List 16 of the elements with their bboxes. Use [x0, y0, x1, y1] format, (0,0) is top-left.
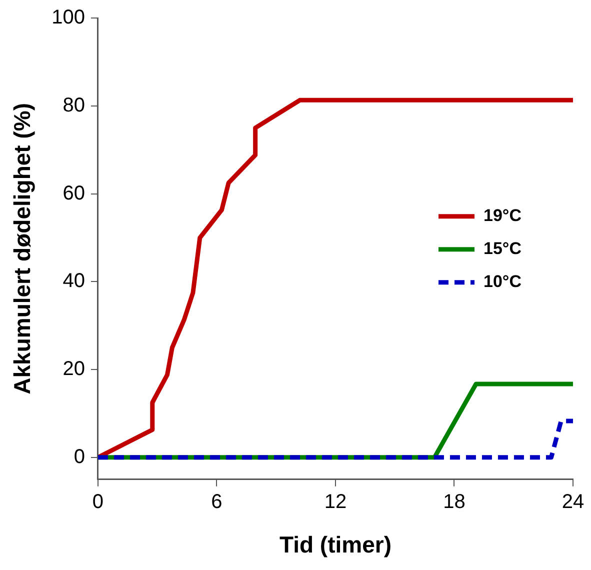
y-tick-label: 20: [62, 358, 85, 380]
x-tick-label: 6: [211, 490, 222, 513]
y-tick-label: 80: [62, 94, 85, 116]
x-axis-title: Tid (timer): [279, 532, 392, 558]
y-tick-label: 60: [62, 182, 85, 204]
y-tick-label: 40: [62, 270, 85, 292]
legend-label: 19°C: [483, 206, 522, 226]
y-axis-title: Akkumulert dødelighet (%): [9, 103, 36, 394]
legend-label: 10°C: [483, 272, 522, 292]
x-tick-label: 24: [562, 490, 584, 513]
x-tick-label: 0: [92, 490, 104, 513]
x-tick-label: 12: [324, 490, 347, 513]
y-tick-label: 100: [52, 6, 85, 29]
legend-label: 15°C: [483, 239, 522, 258]
x-tick-label: 18: [443, 490, 466, 513]
y-tick-label: 0: [74, 446, 85, 468]
